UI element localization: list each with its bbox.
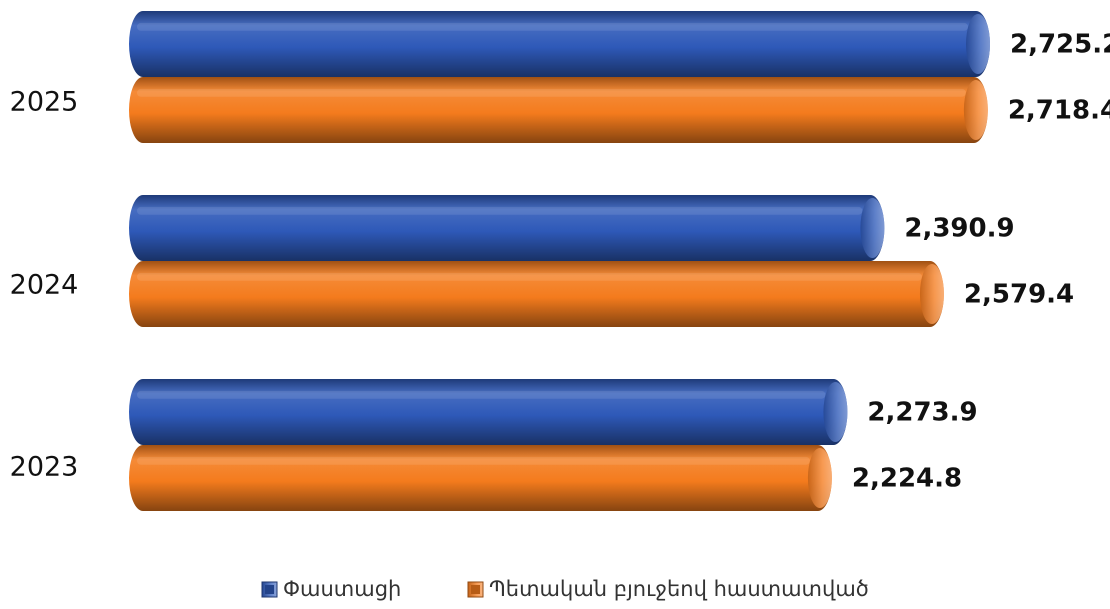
legend-swatch-inner-2	[471, 585, 480, 594]
legend-swatch-inner-1	[265, 585, 274, 594]
category-label-2025: 2025	[10, 87, 79, 118]
value-label-2025-series-1: 2,725.2	[1010, 30, 1110, 60]
bar-2024-series-1	[129, 195, 885, 261]
bar-cap	[919, 264, 944, 324]
bar-body	[129, 195, 885, 261]
bar-highlight	[137, 390, 826, 399]
bar-highlight	[137, 206, 863, 215]
bar-cap	[963, 80, 988, 140]
bar-highlight	[137, 88, 966, 97]
bar-highlight	[137, 456, 810, 465]
bar-body	[129, 77, 988, 143]
legend: Փաստացի Պետական բյուջեով հաստատված	[261, 577, 869, 601]
bars	[129, 11, 990, 511]
category-label-2023: 2023	[10, 452, 79, 483]
bar-body	[129, 445, 832, 511]
legend-label-2: Պետական բյուջեով հաստատված	[489, 577, 869, 601]
legend-item-2: Պետական բյուջեով հաստատված	[467, 577, 869, 601]
bar-highlight	[137, 272, 922, 281]
legend-item-1: Փաստացի	[261, 577, 401, 601]
bar-highlight	[137, 22, 968, 31]
value-label-2025-series-2: 2,718.4	[1008, 96, 1110, 126]
category-labels: 2023 2024 2025	[10, 87, 79, 483]
value-label-2023-series-1: 2,273.9	[867, 398, 977, 428]
bar-body	[129, 11, 990, 77]
bar-cap	[823, 382, 848, 442]
legend-label-1: Փաստացի	[283, 577, 401, 601]
value-label-2024-series-1: 2,390.9	[904, 214, 1014, 244]
value-label-2024-series-2: 2,579.4	[964, 280, 1074, 310]
bar-2023-series-2	[129, 445, 832, 511]
bar-cap	[807, 448, 832, 508]
bar-2023-series-1	[129, 379, 848, 445]
category-label-2024: 2024	[10, 270, 79, 301]
value-labels: 2,273.9 2,224.8 2,390.9 2,579.4 2,725.2 2,718…	[852, 30, 1110, 494]
bar-2025-series-2	[129, 77, 988, 143]
bar-cap	[966, 14, 990, 74]
bar-2024-series-2	[129, 261, 944, 327]
bar-body	[129, 379, 848, 445]
value-label-2023-series-2: 2,224.8	[852, 464, 962, 494]
bar-cap	[860, 198, 885, 258]
bar-body	[129, 261, 944, 327]
bar-2025-series-1	[129, 11, 990, 77]
